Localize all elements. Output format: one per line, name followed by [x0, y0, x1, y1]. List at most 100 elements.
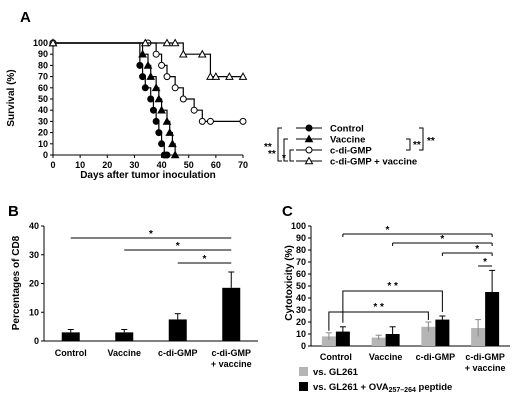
survival-chart: Survival (%) Days after tumor inoculatio… [6, 38, 435, 181]
survival-ytick-label: 10 [38, 139, 48, 149]
legend-marker [304, 156, 314, 165]
cyto-ytick-label: 10 [296, 329, 306, 339]
survival-ytick-label: 80 [38, 60, 48, 70]
survival-point-c-di-gmp-vaccine [225, 72, 234, 80]
legend-label: Vaccine [330, 135, 365, 146]
survival-point-c-di-gmp [158, 61, 166, 69]
survival-xtick-label: 20 [102, 160, 112, 170]
survival-point-control [139, 73, 147, 81]
cyto-ytick-label: 60 [296, 269, 306, 279]
legend-marker [305, 146, 313, 154]
survival-point-c-di-gmp-vaccine [211, 72, 221, 80]
survival-xtick-label: 60 [211, 160, 221, 170]
survival-xtick-label: 0 [50, 160, 55, 170]
survival-point-vaccine [143, 60, 153, 69]
survival-ytick-label: 60 [38, 83, 48, 93]
survival-point-c-di-gmp-vaccine [197, 49, 207, 58]
survival-point-c-di-gmp-vaccine [206, 72, 215, 80]
cd8-ytick-label: 10 [29, 307, 39, 317]
sig-bracket [419, 127, 424, 151]
cyto-sig-star: * [475, 244, 479, 255]
legend-swatch-ova [299, 382, 308, 391]
sig-bracket [289, 149, 294, 162]
cyto-bar-ova [435, 319, 450, 346]
survival-point-control [149, 106, 157, 114]
survival-xtick-label: 70 [238, 160, 248, 170]
cytotoxicity-legend: vs. GL261 vs. GL261 + OVA257–264 peptide [299, 367, 452, 394]
survival-point-c-di-gmp-vaccine [238, 72, 248, 80]
survival-point-c-di-gmp [171, 84, 179, 92]
survival-point-control [141, 84, 149, 92]
cyto-sig-star: * [483, 257, 487, 268]
cyto-ytick-label: 0 [301, 341, 306, 351]
cyto-category-label: c-di-GMP [416, 352, 456, 362]
cyto-bar-gl261 [421, 326, 436, 346]
cyto-category-label: Vaccine [369, 352, 403, 362]
survival-xtick-label: 10 [75, 160, 85, 170]
legend-label-gl261: vs. GL261 [313, 367, 359, 378]
cd8-category-label: + vaccine [211, 359, 252, 369]
survival-point-vaccine [157, 105, 166, 114]
cd8-bar [61, 332, 80, 341]
survival-point-control [136, 61, 144, 69]
sig-star: ** [264, 142, 272, 153]
cd8-sig-star: * [176, 241, 180, 252]
legend-label: Control [330, 124, 364, 135]
cd8-ytick-label: 20 [29, 279, 39, 289]
survival-point-control [158, 140, 166, 148]
cd8-sig-star: * [203, 254, 207, 265]
survival-xtick-label: 30 [129, 160, 139, 170]
survival-point-control [147, 95, 155, 103]
survival-ytick-label: 90 [38, 49, 48, 59]
cyto-sig-bracket [328, 311, 429, 331]
survival-point-vaccine [151, 83, 161, 92]
legend-marker [304, 134, 314, 143]
cd8-sig-star: * [149, 229, 153, 240]
cyto-category-label: Control [320, 352, 352, 362]
cd8-category-label: c-di-GMP [212, 348, 252, 358]
cyto-ytick-label: 70 [296, 257, 306, 267]
survival-point-vaccine [154, 94, 164, 103]
survival-point-control [152, 117, 160, 125]
cyto-ytick-label: 30 [296, 305, 306, 315]
survival-point-c-di-gmp [152, 50, 160, 58]
cd8-ytick-label: 0 [34, 336, 39, 346]
survival-point-c-di-gmp-vaccine [140, 38, 150, 47]
cyto-bar-ova [485, 292, 500, 346]
survival-xlabel: Days after tumor inoculation [80, 170, 216, 181]
cd8-bar [115, 332, 134, 341]
cyto-ytick-label: 80 [296, 245, 306, 255]
cyto-ytick-label: 40 [296, 293, 306, 303]
survival-point-vaccine [168, 139, 177, 148]
panel-letter-c: C [282, 203, 293, 220]
survival-point-c-di-gmp-vaccine [162, 38, 172, 47]
legend-label: c-di-GMP + vaccine [330, 157, 417, 168]
cd8-category-label: c-di-GMP [158, 348, 198, 358]
cd8-bar [168, 319, 187, 341]
cyto-bar-gl261 [471, 328, 486, 346]
survival-point-control [155, 129, 163, 137]
cyto-bar-ova [335, 331, 350, 346]
cd8-bar [222, 287, 241, 341]
survival-point-vaccine [146, 72, 156, 80]
cd8-category-label: Control [55, 348, 87, 358]
sig-star: ** [268, 149, 276, 160]
cd8-ytick-label: 40 [29, 221, 39, 231]
cyto-sig-bracket [342, 290, 443, 323]
survival-point-vaccine [138, 49, 147, 58]
cyto-bar-gl261 [371, 337, 386, 346]
survival-point-vaccine [162, 116, 172, 125]
survival-xtick-label: 50 [184, 160, 194, 170]
survival-ytick-label: 40 [38, 105, 48, 115]
survival-ytick-label: 50 [38, 94, 48, 104]
survival-ytick-label: 20 [38, 128, 48, 138]
cyto-ytick-label: 20 [296, 317, 306, 327]
legend-label-ova: vs. GL261 + OVA257–264 peptide [313, 382, 452, 394]
cyto-category-label: + vaccine [465, 363, 506, 373]
survival-point-c-di-gmp-vaccine [170, 38, 180, 47]
sig-star: ** [427, 136, 435, 147]
panel-letter-a: A [20, 9, 31, 26]
cyto-sig-star: * [386, 225, 390, 236]
